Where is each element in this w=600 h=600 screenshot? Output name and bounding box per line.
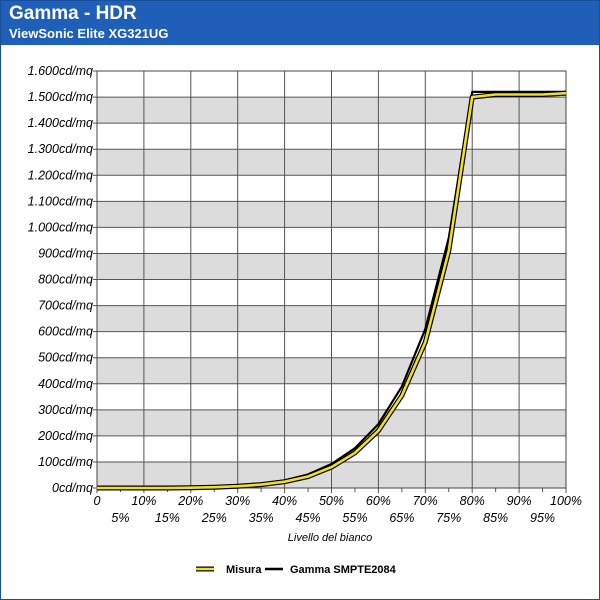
y-tick-label: 1.300cd/mq — [28, 142, 93, 156]
y-tick-label: 200cd/mq — [37, 429, 93, 443]
chart-header: Gamma - HDR ViewSonic Elite XG321UG — [1, 1, 599, 45]
plot-border — [96, 70, 567, 489]
legend: Misura Gamma SMPTE2084 — [196, 564, 397, 576]
x-tick-label: 25% — [201, 511, 227, 525]
x-axis-ticks: 0 5%10% 15% 20% 25% 30% 35% 40% 45% 50% 55% 60% 65% 7… — [94, 494, 582, 525]
y-tick-label: 800cd/mq — [38, 273, 93, 287]
x-tick-label: 35% — [249, 511, 274, 525]
chart-subtitle: ViewSonic Elite XG321UG — [9, 26, 169, 41]
x-tick-label: 70% — [413, 494, 438, 508]
series-lines — [97, 90, 567, 491]
y-axis-ticks: 0cd/mq 100cd/mq 200cd/mq 300cd/mq 400cd/mq 50… — [28, 64, 93, 495]
x-tick-label: 30% — [225, 494, 250, 508]
legend-label: Misura — [226, 564, 262, 576]
y-tick-label: 1.600cd/mq — [28, 64, 93, 78]
x-tick-label: 85% — [483, 511, 508, 525]
y-tick-label: 1.000cd/mq — [28, 220, 93, 234]
y-tick-label: 300cd/mq — [38, 403, 93, 417]
x-tick-label: 80% — [460, 494, 485, 508]
y-tick-label: 600cd/mq — [38, 325, 93, 339]
x-tick-label: 40% — [272, 494, 297, 508]
y-tick-label: 400cd/mq — [38, 377, 93, 391]
series-line-misura — [97, 91, 567, 490]
x-tick-label: 0 — [94, 494, 101, 508]
y-tick-label: 1.100cd/mq — [28, 194, 93, 208]
x-tick-label: 10% — [131, 494, 156, 508]
x-axis-label: Livello del bianco — [288, 532, 372, 544]
y-tick-label: 100cd/mq — [38, 455, 93, 469]
legend-label: Gamma SMPTE2084 — [290, 564, 397, 576]
y-tick-label: 500cd/mq — [38, 351, 93, 365]
y-tick-label: 1.200cd/mq — [28, 168, 93, 182]
x-tick-label: 75% — [436, 511, 461, 525]
chart-title: Gamma - HDR — [9, 3, 137, 24]
y-tick-label: 1.400cd/mq — [28, 116, 93, 130]
x-tick-label: 50% — [319, 494, 344, 508]
x-tick-label: 100% — [550, 494, 582, 508]
y-tick-label: 900cd/mq — [38, 246, 93, 260]
y-tick-label: 1.500cd/mq — [28, 90, 93, 104]
x-tick-label: 90% — [507, 494, 532, 508]
x-tick-label: 5% — [111, 511, 129, 525]
x-tick-label: 65% — [389, 511, 414, 525]
y-tick-label: 700cd/mq — [38, 299, 93, 313]
x-tick-label: 45% — [296, 511, 321, 525]
x-tick-label: 60% — [366, 494, 391, 508]
x-tick-label: 15% — [155, 511, 180, 525]
x-tick-label: 55% — [342, 511, 367, 525]
y-tick-label: 0cd/mq — [52, 481, 93, 495]
x-tick-label: 95% — [530, 511, 555, 525]
x-tick-label: 20% — [177, 494, 203, 508]
